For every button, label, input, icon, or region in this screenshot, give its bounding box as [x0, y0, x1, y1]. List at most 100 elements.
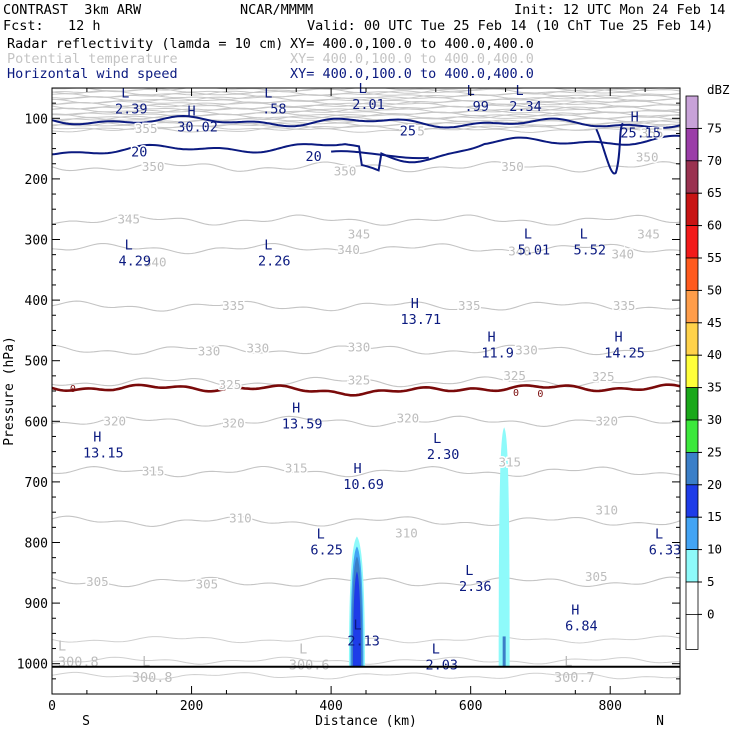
zero-dbz-label: 0 [70, 384, 76, 395]
theta-label: 345 [348, 227, 371, 242]
extremum-type-label: H [615, 330, 623, 346]
extremum-value-label: 300.8 [58, 655, 99, 671]
extremum-type-label: L [432, 642, 440, 658]
colorbar-label: 40 [707, 347, 722, 362]
colorbar-label: 50 [707, 282, 722, 297]
theta-label: 350 [142, 159, 165, 174]
forecast-hour: Fcst: 12 h [3, 18, 101, 34]
extremum-type-label: L [121, 85, 129, 101]
extremum-type-label: H [292, 400, 300, 416]
theta-label: 310 [229, 510, 252, 525]
y-tick-label: 600 [25, 415, 48, 430]
field-3-xy: XY= 400.0,100.0 to 400.0,400.0 [290, 66, 534, 82]
colorbar-swatch [685, 451, 699, 486]
colorbar-swatch [685, 289, 699, 324]
extremum-value-label: 30.02 [177, 120, 218, 136]
colorbar-label: 60 [707, 218, 722, 233]
north-label: N [656, 714, 664, 729]
theta-label: 325 [592, 369, 615, 384]
zero-dbz-label: 0 [537, 389, 543, 400]
theta-label: 340 [144, 255, 167, 270]
extremum-type-label: L [142, 654, 150, 670]
theta-label: 355 [402, 124, 425, 139]
extremum-value-label: 4.29 [118, 253, 151, 269]
extremum-value-label: 6.25 [310, 543, 343, 559]
theta-label: 325 [348, 373, 371, 388]
wind-label: 20 [131, 145, 147, 161]
theta-label: 320 [222, 416, 245, 431]
colorbar-label: 70 [707, 153, 722, 168]
theta-label: 305 [86, 574, 109, 589]
extremum-type-label: L [58, 639, 66, 655]
extremum-value-label: .99 [464, 99, 488, 115]
colorbar-swatch [685, 322, 699, 356]
y-tick-label: 200 [25, 173, 48, 188]
model-title: CONTRAST 3km ARW [3, 2, 142, 18]
y-tick-label: 300 [25, 234, 48, 249]
wind-contour-25 [52, 114, 680, 129]
extremum-type-label: L [655, 527, 663, 543]
colorbar-swatch [685, 95, 699, 129]
extremum-type-label: L [354, 617, 362, 633]
extremum-type-label: H [93, 430, 101, 446]
extremum-value-label: 2.34 [509, 99, 542, 115]
y-tick-label: 1000 [17, 658, 48, 673]
colorbar-swatch [685, 516, 699, 551]
extremum-value-label: .58 [262, 101, 286, 117]
field-3-name: Horizontal wind speed [7, 66, 178, 82]
colorbar-swatch [685, 225, 699, 259]
extremum-value-label: 6.33 [649, 543, 682, 559]
extremum-value-label: 300.8 [132, 670, 173, 686]
extremum-value-label: 300.6 [289, 658, 330, 674]
y-axis-label: Pressure (hPa) [2, 336, 17, 446]
colorbar-label: 35 [707, 380, 722, 395]
theta-contour-upper [52, 99, 680, 106]
wind-speed-contours [52, 114, 680, 175]
colorbar-label: 25 [707, 444, 722, 459]
init-time: Init: 12 UTC Mon 24 Feb 14 [514, 2, 726, 18]
colorbar-swatch [685, 354, 699, 389]
theta-label: 320 [104, 413, 127, 428]
colorbar-label: 0 [707, 606, 715, 621]
plot-frame [51, 87, 681, 695]
theta-label: 315 [285, 461, 308, 476]
wind-contour-20-mid [331, 150, 429, 160]
extremum-value-label: 2.13 [347, 633, 380, 649]
theta-label: 305 [585, 569, 608, 584]
extremum-value-label: 14.25 [604, 346, 645, 362]
extremum-type-label: L [317, 527, 325, 543]
reflectivity-cell-1-core-2 [352, 571, 361, 667]
colorbar-swatch [685, 614, 699, 650]
extremum-value-label: 11.9 [481, 346, 514, 362]
extremum-type-label: L [524, 227, 532, 243]
extremum-type-label: H [571, 602, 579, 618]
theta-label: 350 [501, 159, 524, 174]
theta-label: 335 [222, 298, 245, 313]
extremum-type-label: L [433, 431, 441, 447]
extremum-type-label: H [488, 330, 496, 346]
wind-contour-20-east [595, 122, 624, 175]
south-label: S [82, 714, 90, 729]
colorbar-label: 30 [707, 412, 722, 427]
extremum-type-label: L [358, 81, 366, 97]
theta-contour-upper [52, 113, 680, 120]
extremum-value-label: 300.7 [554, 670, 595, 686]
theta-contour-310 [52, 515, 680, 527]
theta-label: 340 [337, 242, 360, 257]
theta-label: 330 [247, 341, 270, 356]
extremum-value-label: 2.26 [258, 253, 291, 269]
extremum-value-label: 13.71 [401, 312, 442, 328]
x-axis-label: Distance (km) [315, 714, 417, 729]
y-tick-label: 700 [25, 476, 48, 491]
theta-contour-upper [52, 111, 680, 118]
theta-label: 325 [503, 368, 526, 383]
extremum-value-label: 2.39 [115, 101, 148, 117]
theta-contour-335 [52, 300, 680, 312]
colorbar-swatch [685, 160, 699, 194]
colorbar-swatch [685, 484, 699, 518]
theta-label: 330 [515, 342, 538, 357]
theta-label: 345 [117, 212, 140, 227]
field-1-name: Radar reflectivity (lamda = 10 cm) [7, 36, 284, 52]
